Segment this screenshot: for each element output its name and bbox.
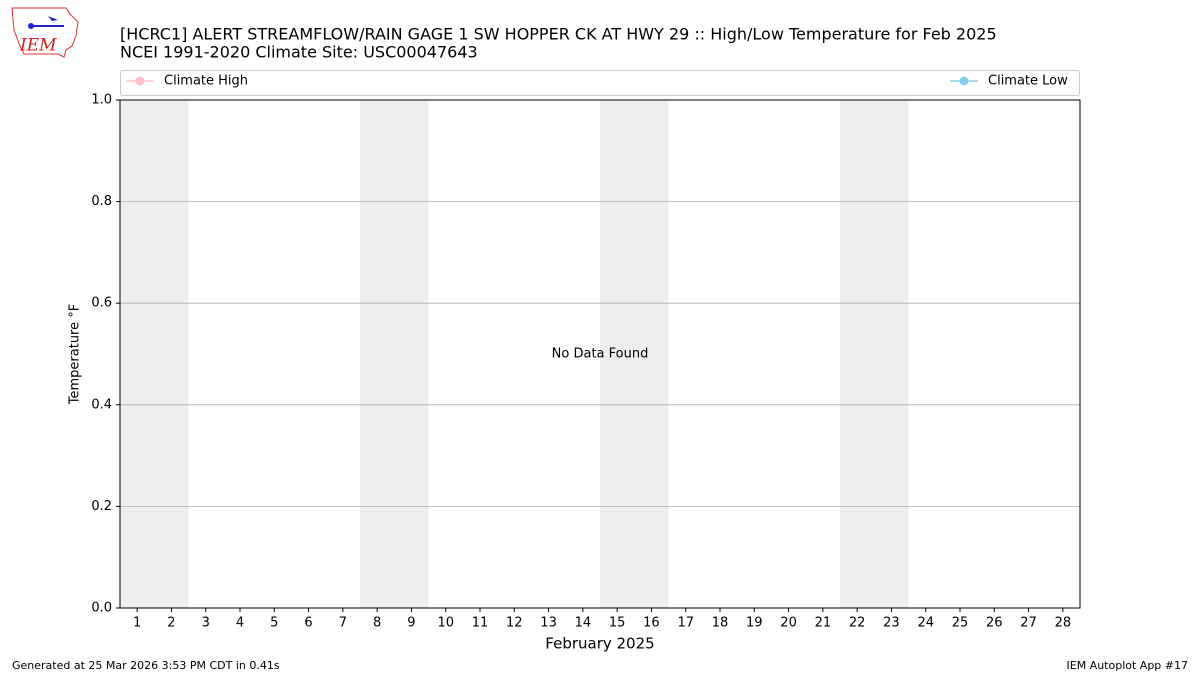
legend-box <box>120 70 1080 96</box>
x-tick-label: 13 <box>540 616 557 631</box>
x-tick-label: 3 <box>202 616 210 631</box>
x-tick-label: 9 <box>407 616 415 631</box>
x-tick-label: 23 <box>883 616 900 631</box>
x-tick-label: 22 <box>849 616 866 631</box>
logo-icon <box>28 23 34 29</box>
x-tick-label: 24 <box>917 616 934 631</box>
legend-label: Climate Low <box>988 74 1068 89</box>
chart-title: [HCRC1] ALERT STREAMFLOW/RAIN GAGE 1 SW … <box>120 25 997 44</box>
x-tick-label: 5 <box>270 616 278 631</box>
y-tick-label: 0.4 <box>91 397 112 412</box>
legend-marker <box>135 76 145 86</box>
logo: IEM <box>11 7 79 58</box>
weekend-span <box>360 100 429 608</box>
x-tick-label: 12 <box>506 616 523 631</box>
x-tick-label: 4 <box>236 616 244 631</box>
x-tick-label: 16 <box>643 616 660 631</box>
weekend-span <box>600 100 669 608</box>
x-tick-label: 6 <box>304 616 312 631</box>
x-tick-label: 19 <box>746 616 763 631</box>
x-tick-label: 18 <box>712 616 729 631</box>
x-tick-label: 28 <box>1055 616 1072 631</box>
x-tick-label: 20 <box>780 616 797 631</box>
y-tick-label: 0.8 <box>91 194 112 209</box>
x-tick-label: 11 <box>472 616 489 631</box>
x-tick-label: 8 <box>373 616 381 631</box>
annotation: No Data Found <box>552 347 649 362</box>
logo-text: IEM <box>19 36 57 56</box>
x-tick-label: 1 <box>133 616 141 631</box>
y-axis-label: Temperature °F <box>68 304 83 405</box>
weekend-span <box>840 100 909 608</box>
x-tick-label: 26 <box>986 616 1003 631</box>
chart-subtitle: NCEI 1991-2020 Climate Site: USC00047643 <box>120 43 478 62</box>
footer-right: IEM Autoplot App #17 <box>1067 659 1189 672</box>
x-tick-label: 21 <box>815 616 832 631</box>
x-tick-label: 7 <box>339 616 347 631</box>
y-tick-label: 0.6 <box>91 296 112 311</box>
y-tick-label: 0.2 <box>91 499 112 514</box>
x-tick-label: 17 <box>677 616 694 631</box>
y-tick-label: 0.0 <box>91 601 112 616</box>
y-tick-label: 1.0 <box>91 93 112 108</box>
x-tick-label: 10 <box>437 616 454 631</box>
x-tick-label: 25 <box>952 616 969 631</box>
footer-left: Generated at 25 Mar 2026 3:53 PM CDT in … <box>12 659 280 672</box>
x-tick-label: 27 <box>1020 616 1037 631</box>
weekend-span <box>120 100 189 608</box>
logo-icon <box>48 16 58 21</box>
legend-label: Climate High <box>164 74 248 89</box>
logo-outline <box>11 7 79 58</box>
plot-frame <box>119 99 1081 609</box>
x-tick-label: 14 <box>575 616 592 631</box>
x-tick-label: 2 <box>167 616 175 631</box>
legend-marker <box>959 76 969 86</box>
x-tick-label: 15 <box>609 616 626 631</box>
x-axis-label: February 2025 <box>545 635 654 653</box>
